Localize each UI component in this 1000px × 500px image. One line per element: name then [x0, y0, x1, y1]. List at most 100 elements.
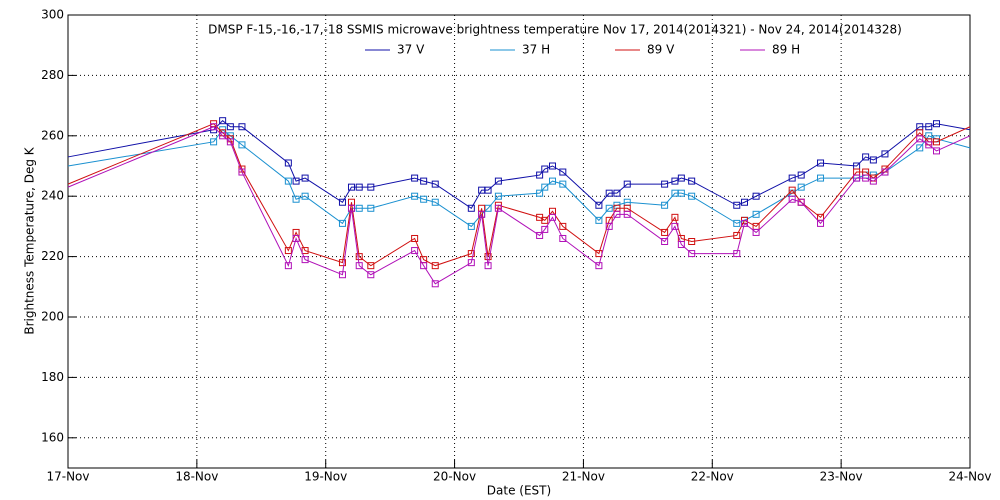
- point-marker: [688, 177, 696, 185]
- point-marker: [862, 174, 870, 182]
- point-marker: [210, 138, 218, 146]
- point-marker: [623, 210, 631, 218]
- point-marker: [661, 180, 669, 188]
- point-marker: [925, 141, 933, 149]
- y-tick-label: 160: [41, 430, 64, 444]
- point-marker: [411, 192, 419, 200]
- point-marker: [881, 168, 889, 176]
- y-tick-label: 200: [41, 310, 64, 324]
- point-marker: [595, 216, 603, 224]
- x-tick-label: 24-Nov: [948, 470, 991, 484]
- point-marker: [431, 280, 439, 288]
- point-marker: [292, 195, 300, 203]
- point-marker: [347, 183, 355, 191]
- point-marker: [347, 204, 355, 212]
- point-marker: [238, 141, 246, 149]
- point-marker: [284, 177, 292, 185]
- point-marker: [932, 138, 940, 146]
- point-marker: [741, 219, 748, 227]
- point-marker: [284, 247, 292, 255]
- plot-frame: [67, 14, 971, 469]
- point-marker: [411, 247, 419, 255]
- point-marker: [797, 171, 805, 179]
- point-marker: [559, 234, 567, 242]
- point-marker: [541, 216, 549, 224]
- point-marker: [367, 183, 375, 191]
- point-marker: [238, 168, 246, 176]
- y-tick-label: 260: [41, 128, 64, 142]
- point-marker: [932, 120, 940, 128]
- legend-label: 89 H: [772, 43, 800, 57]
- point-marker: [733, 231, 741, 239]
- point-marker: [478, 210, 486, 218]
- point-marker: [661, 238, 669, 245]
- x-tick-label: 20-Nov: [433, 470, 476, 484]
- x-tick-label: 17-Nov: [46, 470, 89, 484]
- point-marker: [536, 171, 544, 179]
- y-tick-label: 240: [41, 189, 64, 203]
- point-marker: [671, 213, 679, 221]
- point-marker: [817, 159, 825, 167]
- point-marker: [338, 259, 346, 267]
- x-tick-label: 21-Nov: [562, 470, 605, 484]
- point-marker: [219, 117, 227, 125]
- point-marker: [484, 262, 492, 270]
- point-marker: [355, 204, 363, 212]
- legend-label: 37 V: [397, 43, 425, 57]
- point-marker: [226, 123, 234, 131]
- point-marker: [338, 198, 346, 206]
- point-marker: [595, 262, 603, 270]
- point-marker: [925, 123, 933, 131]
- point-marker: [367, 271, 375, 279]
- series-line: [67, 120, 971, 209]
- point-marker: [605, 189, 613, 197]
- point-marker: [494, 192, 502, 200]
- y-tick-label: 300: [41, 8, 64, 22]
- point-marker: [367, 204, 375, 212]
- point-marker: [338, 219, 346, 227]
- y-tick-label: 280: [41, 68, 64, 82]
- point-marker: [219, 132, 227, 140]
- x-tick-label: 19-Nov: [304, 470, 347, 484]
- point-marker: [916, 135, 924, 143]
- legend-label: 89 V: [647, 43, 675, 57]
- point-marker: [467, 204, 475, 212]
- point-marker: [355, 262, 363, 270]
- point-marker: [494, 177, 502, 185]
- point-marker: [595, 201, 603, 209]
- point-marker: [733, 201, 741, 209]
- point-marker: [355, 253, 363, 261]
- y-tick-label: 220: [41, 249, 64, 263]
- point-marker: [431, 198, 439, 206]
- point-marker: [431, 180, 439, 188]
- point-marker: [869, 156, 877, 164]
- point-marker: [467, 259, 475, 267]
- point-marker: [853, 174, 861, 182]
- series-line: [67, 123, 971, 267]
- point-marker: [605, 222, 613, 230]
- point-marker: [862, 153, 870, 161]
- point-marker: [541, 165, 549, 173]
- point-marker: [881, 150, 889, 158]
- point-marker: [301, 192, 309, 200]
- point-marker: [494, 204, 502, 212]
- series-line: [67, 126, 971, 285]
- point-marker: [752, 210, 760, 218]
- point-marker: [355, 183, 363, 191]
- point-marker: [661, 201, 669, 209]
- x-tick-label: 23-Nov: [820, 470, 863, 484]
- point-marker: [613, 189, 621, 197]
- point-marker: [301, 247, 309, 255]
- point-marker: [467, 222, 475, 230]
- y-axis-label: Brightness Temperature, Deg K: [23, 146, 37, 334]
- point-marker: [367, 262, 375, 270]
- point-marker: [467, 250, 475, 258]
- point-marker: [916, 144, 924, 152]
- point-marker: [677, 241, 685, 249]
- point-marker: [226, 138, 234, 146]
- point-marker: [420, 195, 428, 203]
- point-marker: [301, 174, 309, 182]
- x-tick-label: 22-Nov: [691, 470, 734, 484]
- point-marker: [301, 256, 309, 264]
